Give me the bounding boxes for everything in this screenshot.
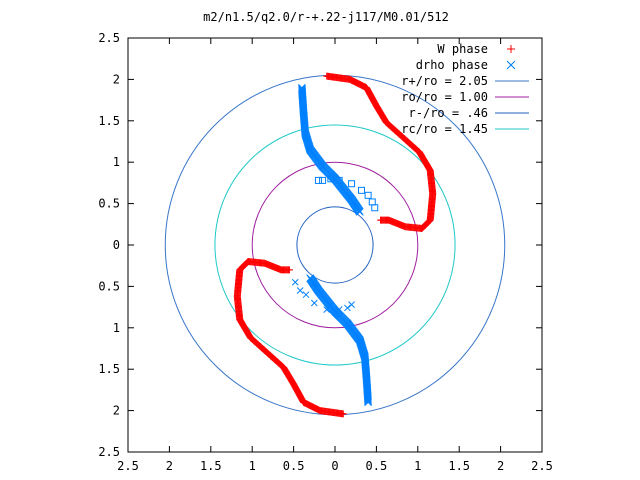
x-tick-label: 2 [497, 459, 504, 473]
y-tick-label: 2.5 [98, 445, 120, 459]
x-tick-label: 0.5 [283, 459, 305, 473]
x-tick-label: 0.5 [366, 459, 388, 473]
legend-sample [506, 60, 516, 70]
y-tick-label: 0 [113, 238, 120, 252]
x-tick-label: 2.5 [531, 459, 553, 473]
y-tick-label: 1.5 [98, 114, 120, 128]
x-tick-label: 2.5 [117, 459, 139, 473]
legend: W phase drho phase r+/ro = 2.05 ro/ro = 1.0… [401, 42, 529, 136]
circle-2 [296, 206, 374, 284]
x-tick-label: 1 [414, 459, 421, 473]
y-tick-label: 2.5 [98, 31, 120, 45]
x-tick-label: 1.5 [448, 459, 470, 473]
legend-sample [507, 45, 515, 53]
x-tick-label: 2 [166, 459, 173, 473]
y-tick-label: 2 [113, 72, 120, 86]
legend-label: r-/ro = .46 [409, 106, 488, 120]
y-tick-label: 2 [113, 404, 120, 418]
y-tick-label: 0.5 [98, 197, 120, 211]
x-tick-label: 1 [249, 459, 256, 473]
legend-label: W phase [437, 42, 488, 56]
circle-1 [251, 161, 419, 329]
y-tick-label: 1 [113, 155, 120, 169]
x-tick-label: 1.5 [200, 459, 222, 473]
x-axis: 2.5 2 1.5 1 0.5 0 0.5 1 1.5 2 2.5 [117, 38, 553, 473]
x-tick-label: 0 [331, 459, 338, 473]
legend-label: rc/ro = 1.45 [401, 122, 488, 136]
y-tick-label: 1.5 [98, 362, 120, 376]
legend-label: r+/ro = 2.05 [401, 74, 488, 88]
y-tick-label: 0.5 [98, 279, 120, 293]
y-axis: 2.5 2 1.5 1 0.5 0 0.5 1 1.5 2 2.5 [98, 31, 542, 459]
circle-3 [214, 124, 456, 366]
chart-title: m2/n1.5/q2.0/r-+.22-j117/M0.01/512 [203, 10, 449, 24]
series-1-points [291, 83, 379, 407]
legend-label: drho phase [416, 58, 488, 72]
series-0-points [233, 72, 437, 418]
plot-area [164, 72, 506, 418]
y-tick-label: 1 [113, 321, 120, 335]
legend-label: ro/ro = 1.00 [401, 90, 488, 104]
